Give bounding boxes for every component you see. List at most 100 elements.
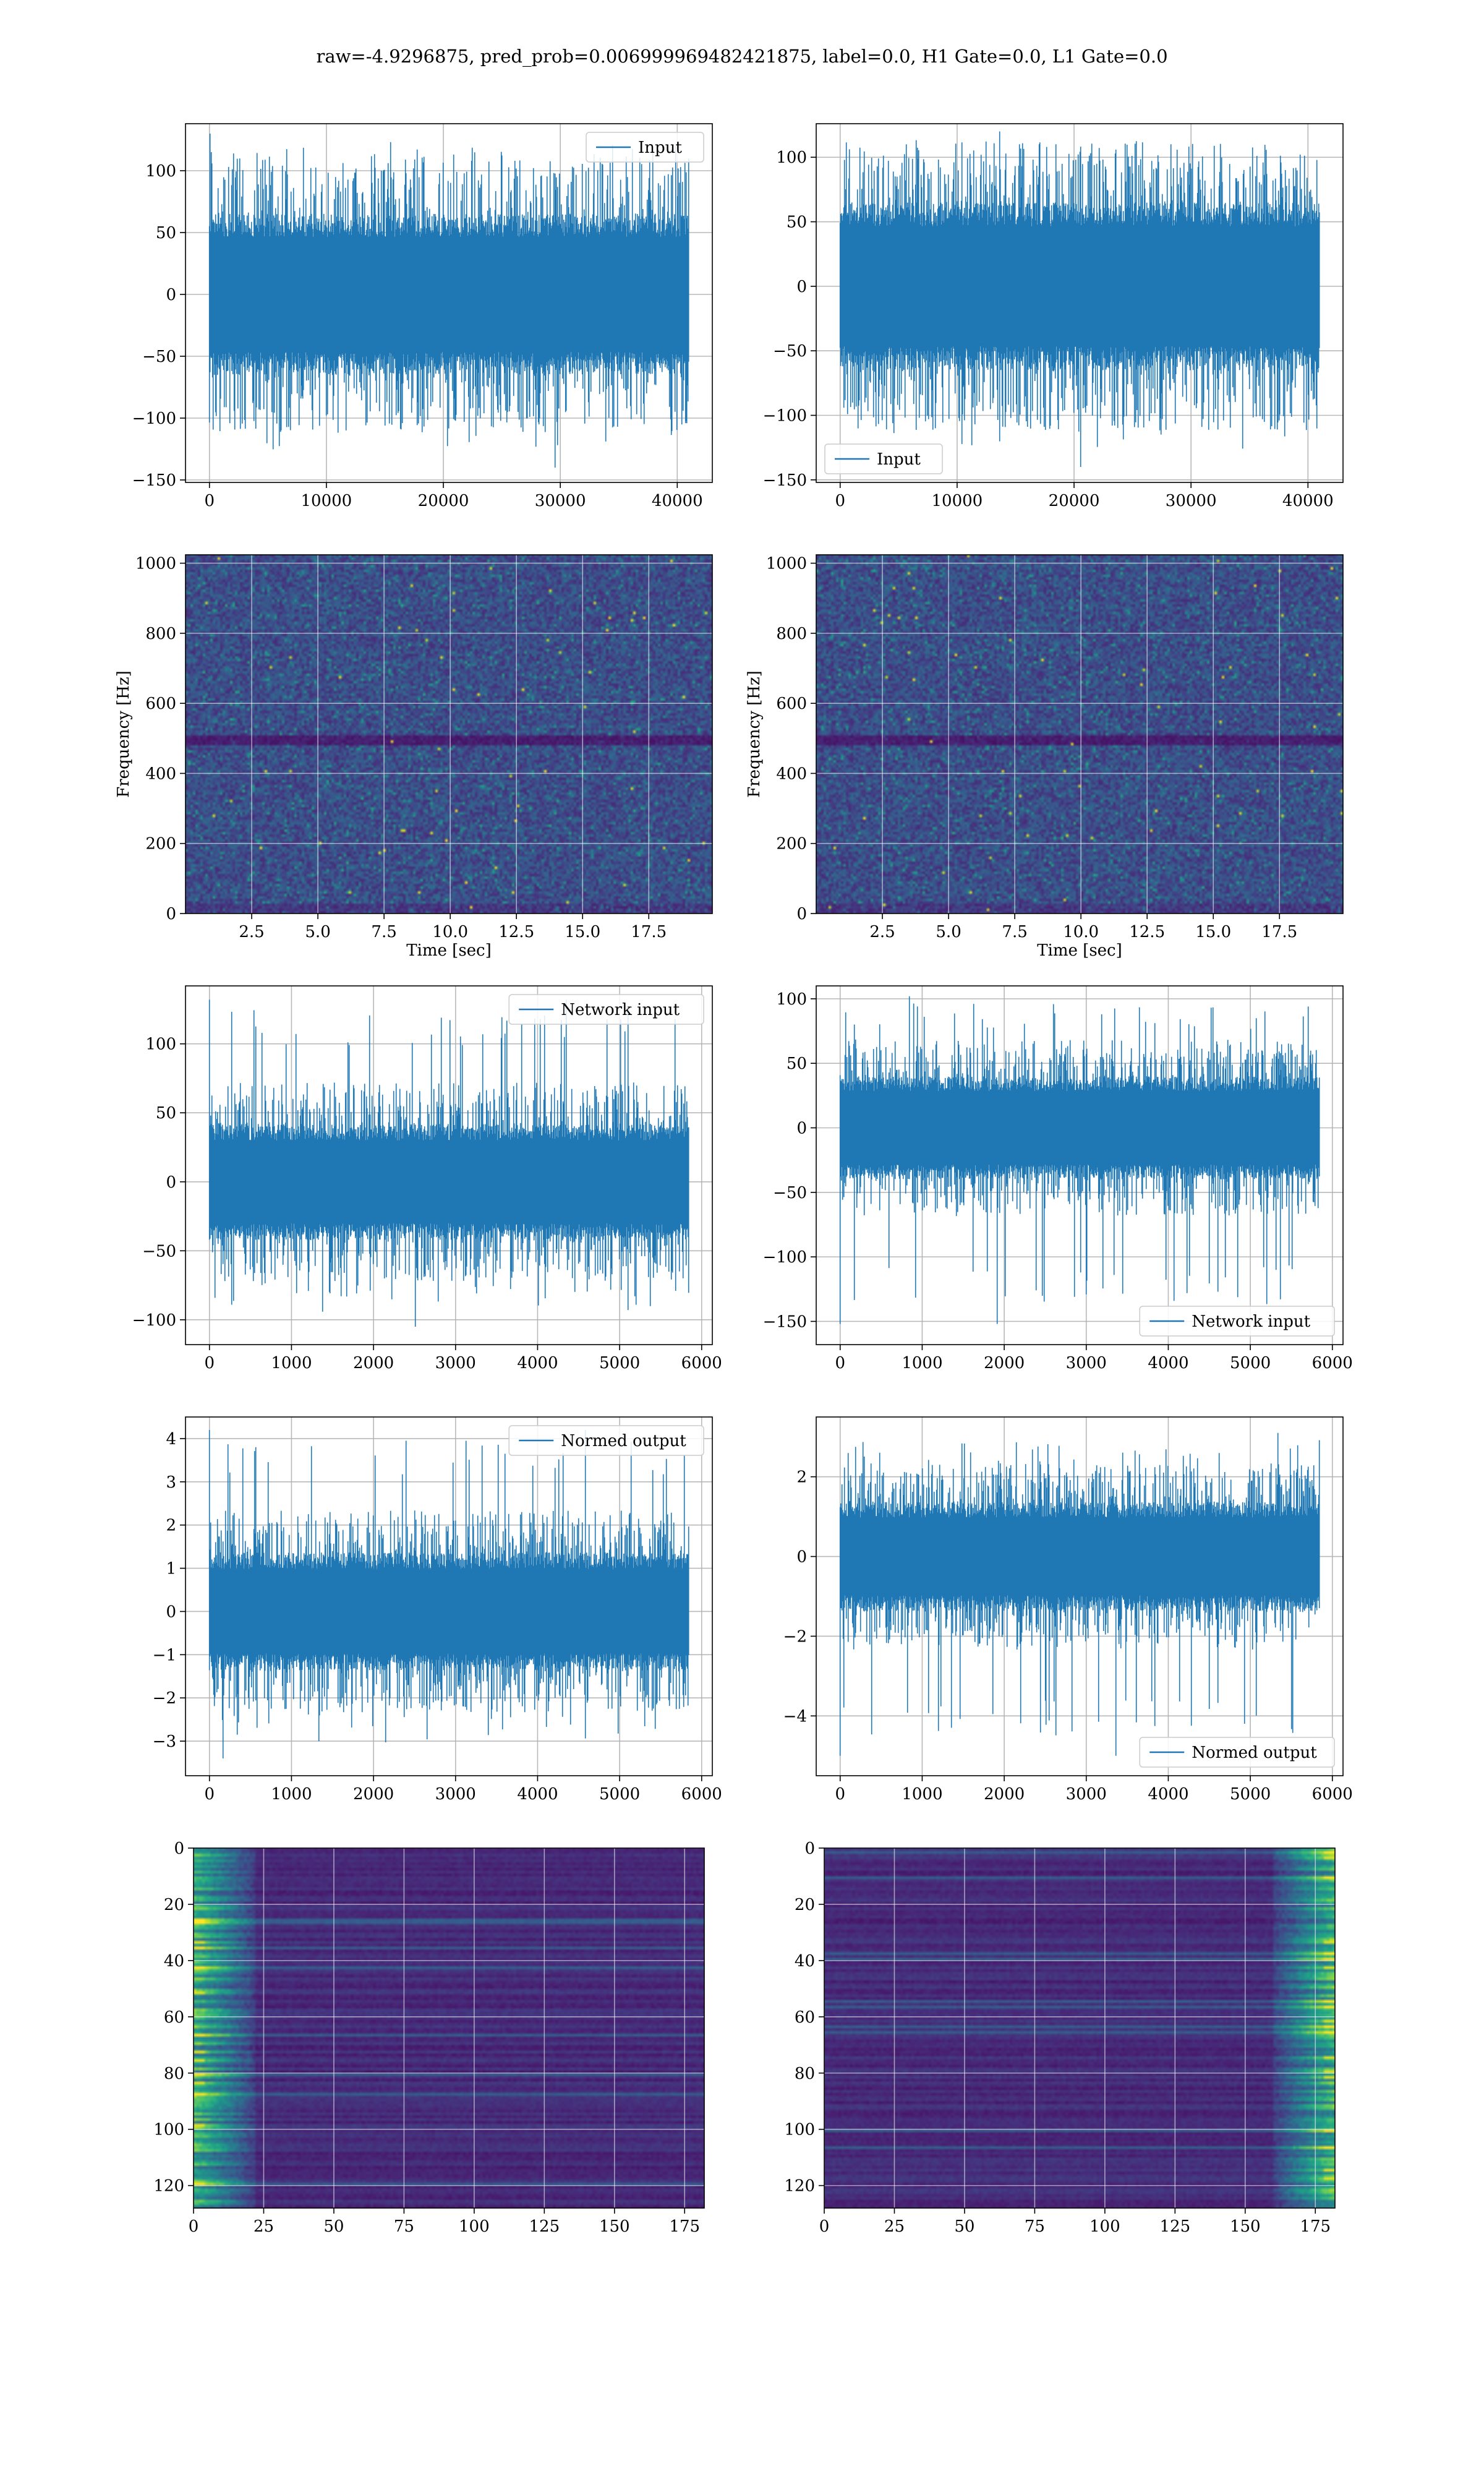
y-tick-label: 50 bbox=[787, 1055, 807, 1073]
x-tick-label: 100 bbox=[1090, 2217, 1120, 2236]
legend-box bbox=[508, 1425, 704, 1456]
y-tick-label: 60 bbox=[795, 2008, 815, 2027]
y-axis-label: Frequency [Hz] bbox=[745, 670, 764, 798]
grid-lines bbox=[193, 1847, 704, 2208]
axis-ticks: 0 1000 2000 3000 4000 5000 6000 −150 −100 −50 0 50 1… bbox=[763, 990, 1353, 1372]
series-core bbox=[840, 228, 1320, 345]
x-tick-label: 10.0 bbox=[1063, 923, 1099, 941]
y-tick-label: −100 bbox=[763, 1248, 807, 1267]
axis-ticks: 0 10000 20000 30000 40000 −150 −100 −50 0 50 100 bbox=[132, 162, 703, 510]
legend-box bbox=[508, 994, 704, 1025]
series-core bbox=[209, 1571, 689, 1652]
y-tick-label: −150 bbox=[763, 471, 807, 490]
y-tick-label: −2 bbox=[783, 1627, 807, 1646]
y-axis-label: Frequency [Hz] bbox=[114, 670, 133, 798]
y-tick-label: −100 bbox=[132, 1311, 176, 1330]
legend-label: Input bbox=[638, 139, 682, 157]
legend-label: Input bbox=[877, 450, 921, 469]
heatmap-image bbox=[824, 1848, 1335, 2208]
x-tick-label: 7.5 bbox=[1002, 923, 1027, 941]
figure-title: raw=-4.9296875, pred_prob=0.006999969482… bbox=[316, 46, 1167, 67]
legend-box bbox=[1139, 1737, 1335, 1768]
y-tick-label: 0 bbox=[174, 1839, 184, 1858]
x-tick-label: 4000 bbox=[517, 1785, 558, 1804]
x-tick-label: 30000 bbox=[535, 492, 586, 510]
y-tick-label: 80 bbox=[164, 2065, 184, 2083]
y-tick-label: 100 bbox=[776, 990, 807, 1009]
y-tick-label: 1000 bbox=[766, 555, 807, 573]
legend-box bbox=[586, 132, 704, 163]
axes-frame bbox=[185, 985, 713, 1345]
x-tick-label: 175 bbox=[669, 2217, 700, 2236]
heatmap-image bbox=[194, 1848, 704, 2208]
x-tick-label: 25 bbox=[254, 2217, 274, 2236]
x-axis-label: Time [sec] bbox=[406, 941, 492, 960]
x-tick-label: 0 bbox=[189, 2217, 199, 2236]
x-tick-label: 175 bbox=[1300, 2217, 1331, 2236]
y-tick-label: 0 bbox=[796, 905, 807, 923]
x-tick-label: 10.0 bbox=[432, 923, 468, 941]
subplot-l1-network-input: 0 1000 2000 3000 4000 5000 6000 −150 −100 −50 0 50 1… bbox=[763, 985, 1353, 1372]
axis-ticks: 0 1000 2000 3000 4000 5000 6000 −4 −2 0 2 bbox=[783, 1468, 1353, 1804]
axes-frame bbox=[185, 554, 713, 914]
y-tick-label: −100 bbox=[763, 407, 807, 426]
y-tick-label: 400 bbox=[776, 764, 807, 783]
y-tick-label: 800 bbox=[776, 625, 807, 643]
y-tick-label: 100 bbox=[153, 2121, 184, 2139]
x-tick-label: 6000 bbox=[1312, 1785, 1353, 1804]
y-tick-label: 40 bbox=[795, 1952, 815, 1971]
x-tick-label: 2.5 bbox=[239, 923, 264, 941]
y-tick-label: −100 bbox=[132, 409, 176, 428]
x-tick-label: 10000 bbox=[301, 492, 352, 510]
x-tick-label: 5000 bbox=[1230, 1354, 1271, 1372]
y-tick-label: −50 bbox=[142, 1242, 176, 1261]
y-tick-label: 3 bbox=[166, 1473, 176, 1492]
y-tick-label: 40 bbox=[164, 1952, 184, 1971]
axes-frame bbox=[185, 123, 713, 483]
legend: Network input bbox=[508, 994, 704, 1025]
y-tick-label: 800 bbox=[145, 625, 176, 643]
legend-label: Network input bbox=[1192, 1312, 1310, 1331]
legend: Normed output bbox=[1139, 1737, 1335, 1768]
axis-ticks: 2.5 5.0 7.5 10.0 12.5 15.0 17.5 0 200 400 600 800 10… bbox=[766, 555, 1297, 941]
x-tick-label: 3000 bbox=[435, 1785, 476, 1804]
x-tick-label: 20000 bbox=[1049, 492, 1100, 510]
x-tick-label: 30000 bbox=[1166, 492, 1217, 510]
x-tick-label: 2000 bbox=[984, 1785, 1025, 1804]
x-tick-label: 5000 bbox=[1230, 1785, 1271, 1804]
x-tick-label: 17.5 bbox=[631, 923, 667, 941]
y-tick-label: 50 bbox=[787, 213, 807, 232]
x-tick-label: 100 bbox=[459, 2217, 490, 2236]
y-tick-label: 120 bbox=[784, 2177, 815, 2196]
x-tick-label: 2.5 bbox=[869, 923, 895, 941]
subplot-grid: 0 10000 20000 30000 40000−150−100−50050100In… bbox=[114, 123, 1353, 2236]
y-tick-label: 0 bbox=[804, 1839, 815, 1858]
x-tick-label: 150 bbox=[1230, 2217, 1261, 2236]
y-tick-label: 0 bbox=[796, 1119, 807, 1137]
series-core bbox=[840, 1092, 1320, 1163]
axis-ticks: 0 25 50 75 100 125 150 175 0 20 40 60 80 100 120 bbox=[784, 1839, 1331, 2236]
x-tick-label: 5.0 bbox=[305, 923, 330, 941]
x-tick-label: 125 bbox=[1159, 2217, 1190, 2236]
y-tick-label: 0 bbox=[796, 1548, 807, 1567]
axes-frame bbox=[816, 554, 1344, 914]
y-tick-label: 0 bbox=[166, 905, 176, 923]
y-tick-label: 200 bbox=[145, 835, 176, 854]
legend-label: Normed output bbox=[1192, 1744, 1317, 1762]
x-tick-label: 17.5 bbox=[1261, 923, 1297, 941]
x-axis-label: Time [sec] bbox=[1037, 941, 1122, 960]
subplot-l1-spectrogram: 2.5 5.0 7.5 10.0 12.5 15.0 17.5 0 200 400 600 800 10… bbox=[745, 554, 1344, 960]
x-tick-label: 1000 bbox=[271, 1354, 312, 1372]
x-tick-label: 10000 bbox=[932, 492, 983, 510]
y-tick-label: 4 bbox=[166, 1430, 176, 1449]
x-tick-label: 0 bbox=[835, 1785, 845, 1804]
y-tick-label: −150 bbox=[763, 1312, 807, 1331]
x-tick-label: 3000 bbox=[1066, 1785, 1107, 1804]
axis-ticks: 0 1000 2000 3000 4000 5000 6000 −3 −2 −1 0 1 2 3 4 bbox=[153, 1430, 722, 1804]
y-tick-label: −2 bbox=[153, 1689, 176, 1708]
x-tick-label: 20000 bbox=[418, 492, 469, 510]
subplot-l1-normed-output: 0 1000 2000 3000 4000 5000 6000 −4 −2 0 2 Normed ou… bbox=[783, 1416, 1353, 1804]
x-tick-label: 3000 bbox=[1066, 1354, 1107, 1372]
y-tick-label: 0 bbox=[166, 286, 176, 304]
y-tick-label: 100 bbox=[145, 162, 176, 181]
